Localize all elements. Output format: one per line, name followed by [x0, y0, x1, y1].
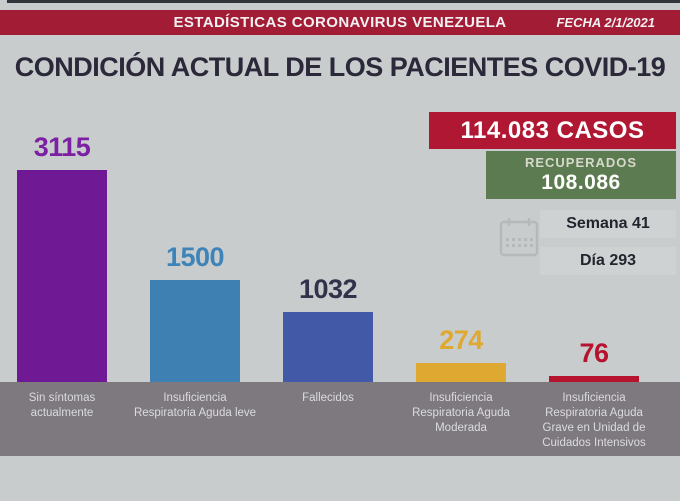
bar-value-label-4: 274 [439, 325, 483, 355]
banner-title: ESTADÍSTICAS CORONAVIRUS VENEZUELA [173, 14, 507, 31]
day-badge: Día 293 [540, 247, 676, 275]
recovered-title: RECUPERADOS [524, 155, 638, 170]
recovered-badge: RECUPERADOS 108.086 [486, 151, 676, 199]
footer-band: Sin síntomas actualmente Insuficiencia Re… [0, 382, 680, 456]
page-title: CONDICIÓN ACTUAL DE LOS PACIENTES COVID-… [14, 52, 666, 82]
bar-5 [549, 376, 639, 382]
bar-value-label-5: 76 [579, 338, 609, 368]
banner-date: FECHA 2/1/2021 [556, 15, 655, 30]
bar-3 [283, 312, 373, 382]
bar-category-label-3: Fallecidos [302, 392, 354, 404]
bar-category-label-1: Sin síntomas actualmente [28, 392, 96, 419]
top-accent-line [7, 0, 680, 3]
bar-category-label-5: Insuficiencia Respiratoria Aguda Grave e… [542, 392, 646, 449]
calendar-icon [499, 218, 539, 257]
recovered-value: 108.086 [541, 171, 621, 194]
bar-value-label-1: 3115 [33, 132, 91, 162]
bar-1 [17, 170, 107, 382]
bar-value-label-2: 1500 [165, 242, 225, 272]
bar-category-label-4: Insuficiencia Respiratoria Aguda Moderad… [412, 392, 510, 434]
bar-value-label-3: 1032 [298, 274, 358, 304]
week-badge: Semana 41 [540, 210, 676, 238]
bar-4 [416, 363, 506, 382]
bar-category-label-2: Insuficiencia Respiratoria Aguda leve [133, 392, 257, 419]
bar-2 [150, 280, 240, 382]
header-banner: ESTADÍSTICAS CORONAVIRUS VENEZUELA FECHA… [0, 10, 680, 35]
cases-badge: 114.083 CASOS [429, 112, 676, 149]
bar-chart: 3115 1500 1032 274 76 [17, 132, 639, 382]
